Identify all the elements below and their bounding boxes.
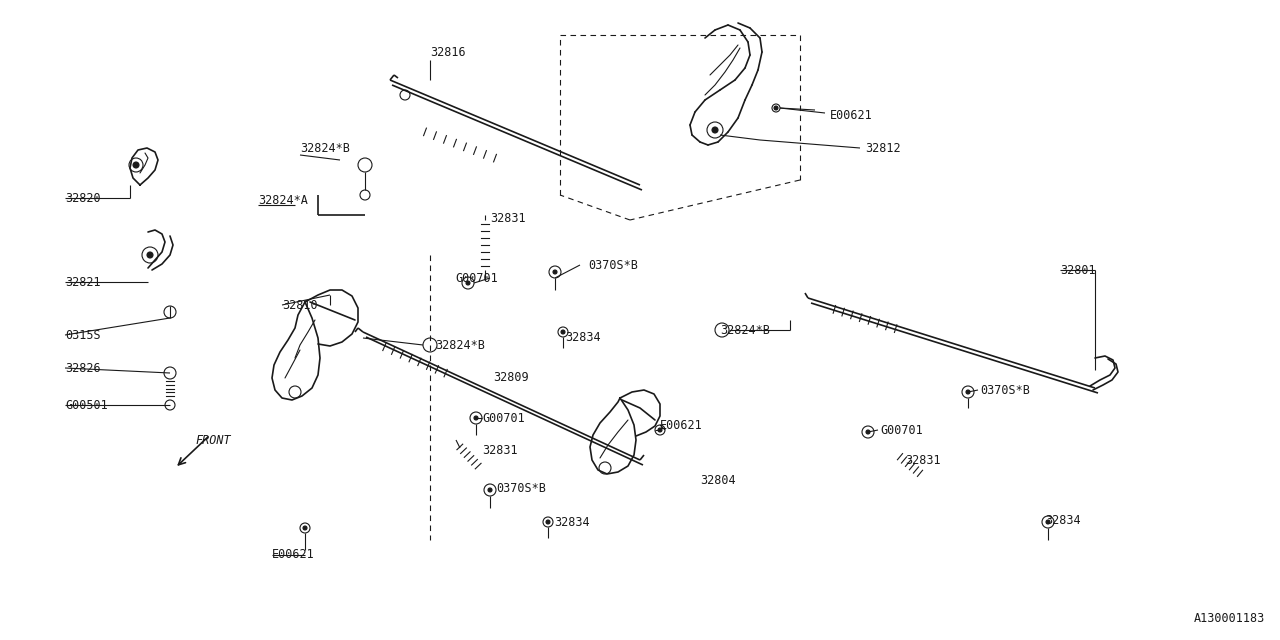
Text: 32820: 32820	[65, 191, 101, 205]
Text: 32834: 32834	[1044, 513, 1080, 527]
Circle shape	[774, 106, 778, 110]
Text: 0370S*B: 0370S*B	[588, 259, 637, 271]
Text: 32812: 32812	[865, 141, 901, 154]
Text: G00701: G00701	[454, 271, 498, 285]
Text: 32804: 32804	[700, 474, 736, 486]
Circle shape	[867, 430, 870, 434]
Circle shape	[658, 428, 662, 432]
Text: 32816: 32816	[430, 45, 466, 58]
Text: 0370S*B: 0370S*B	[497, 481, 545, 495]
Text: 32824*B: 32824*B	[721, 323, 769, 337]
Circle shape	[303, 526, 307, 530]
Circle shape	[133, 162, 140, 168]
Text: 32821: 32821	[65, 275, 101, 289]
Circle shape	[712, 127, 718, 133]
Text: 32810: 32810	[282, 298, 317, 312]
Circle shape	[553, 270, 557, 274]
Text: FRONT: FRONT	[195, 433, 230, 447]
Circle shape	[966, 390, 970, 394]
Text: 0370S*B: 0370S*B	[980, 383, 1030, 397]
Text: 32826: 32826	[65, 362, 101, 374]
Circle shape	[147, 252, 154, 258]
Circle shape	[488, 488, 492, 492]
Text: 0315S: 0315S	[65, 328, 101, 342]
Circle shape	[561, 330, 564, 334]
Text: G00701: G00701	[483, 412, 525, 424]
Text: 32824*B: 32824*B	[300, 141, 349, 154]
Text: E00621: E00621	[273, 548, 315, 561]
Text: 32824*A: 32824*A	[259, 193, 308, 207]
Text: 32834: 32834	[564, 330, 600, 344]
Circle shape	[1046, 520, 1050, 524]
Text: G00501: G00501	[65, 399, 108, 412]
Text: A130001183: A130001183	[1194, 612, 1265, 625]
Circle shape	[547, 520, 550, 524]
Text: 32809: 32809	[493, 371, 529, 383]
Text: G00701: G00701	[881, 424, 923, 436]
Circle shape	[474, 416, 477, 420]
Text: E00621: E00621	[829, 109, 873, 122]
Text: E00621: E00621	[660, 419, 703, 431]
Text: 32831: 32831	[905, 454, 941, 467]
Text: 32831: 32831	[483, 444, 517, 456]
Text: 32824*B: 32824*B	[435, 339, 485, 351]
Text: 32834: 32834	[554, 515, 590, 529]
Text: 32801: 32801	[1060, 264, 1096, 276]
Circle shape	[466, 281, 470, 285]
Text: 32831: 32831	[490, 211, 526, 225]
